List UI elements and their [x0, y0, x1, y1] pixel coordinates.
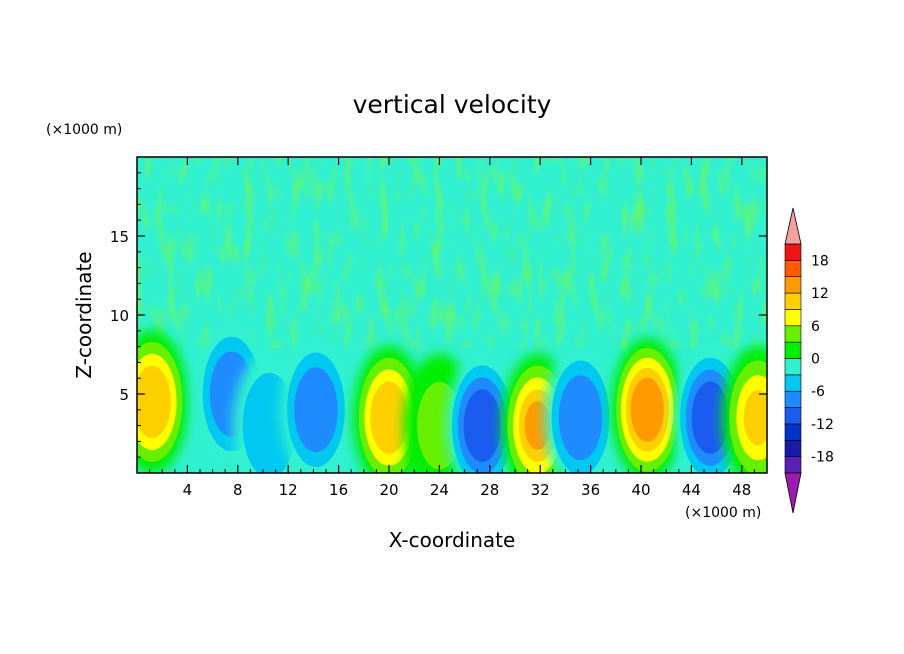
colorbar-band: [784, 423, 802, 441]
cell-contour-band: [139, 377, 166, 427]
velocity-cell: [611, 337, 684, 473]
colorbar-band: [784, 456, 802, 474]
colorbar-max-arrow: [784, 207, 802, 245]
cell-contour-band: [252, 392, 287, 459]
cell-contour-band: [565, 389, 596, 446]
colorbar-band: [784, 341, 802, 359]
y-unit-label: (×1000 m): [46, 122, 122, 138]
y-tick-label: 15: [110, 228, 129, 246]
velocity-cell: [446, 353, 519, 473]
colorbar-min-arrow: [784, 472, 802, 514]
colorbar-tick-label: -18: [811, 450, 834, 466]
chart-title: vertical velocity: [353, 90, 552, 119]
y-axis: 5 10 15: [110, 172, 767, 458]
colorbar-band: [784, 358, 802, 376]
velocity-cell: [279, 337, 352, 473]
velocity-cell: [137, 329, 189, 473]
colorbar-band: [784, 292, 802, 310]
x-tick-label: 16: [329, 481, 348, 499]
colorbar-band: [784, 407, 802, 425]
colorbar-tick-label: 18: [811, 253, 829, 269]
cell-contour-band: [469, 401, 496, 450]
colorbar-band: [784, 390, 802, 408]
cell-contour-band: [635, 387, 660, 432]
colorbar-band: [784, 439, 802, 457]
colorbar: 18 12 6 0 -6 -12 -18: [784, 207, 834, 514]
cell-contour-band: [524, 401, 551, 450]
upper-turbulence: [137, 157, 767, 331]
velocity-cell: [722, 345, 767, 473]
x-tick-label: 28: [480, 481, 499, 499]
cell-contour-band: [301, 382, 331, 438]
x-tick-label: 20: [379, 481, 398, 499]
x-axis-label: X-coordinate: [389, 528, 516, 552]
y-tick-label: 5: [119, 386, 129, 404]
x-tick-label: 40: [631, 481, 650, 499]
colorbar-band: [784, 325, 802, 343]
cell-contour-band: [697, 393, 724, 443]
x-tick-label: 36: [581, 481, 600, 499]
x-tick-label: 8: [233, 481, 243, 499]
colorbar-tick-label: -6: [811, 384, 825, 400]
x-tick-label: 32: [531, 481, 550, 499]
y-axis-label: Z-coordinate: [72, 251, 96, 378]
x-unit-label: (×1000 m): [685, 505, 761, 521]
x-tick-label: 48: [732, 481, 751, 499]
colorbar-tick-label: 6: [811, 319, 820, 335]
x-axis: 4 8 12 16 20 24 28 32 36 40 44 48: [149, 157, 755, 499]
cell-contour-band: [376, 393, 402, 443]
colorbar-tick-label: 12: [811, 286, 829, 302]
x-tick-label: 4: [183, 481, 193, 499]
colorbar-band: [784, 309, 802, 327]
colorbar-band: [784, 243, 802, 261]
velocity-cell: [544, 345, 617, 473]
y-tick-label: 10: [110, 307, 129, 325]
colorbar-tick-label: 0: [811, 352, 820, 368]
cell-contour-band: [743, 389, 767, 446]
colorbar-tick-label: -12: [811, 417, 834, 433]
velocity-field: [137, 157, 767, 473]
colorbar-band: [784, 276, 802, 294]
x-tick-label: 44: [682, 481, 701, 499]
x-tick-label: 24: [430, 481, 449, 499]
plot-area: [137, 157, 767, 473]
colorbar-band: [784, 374, 802, 392]
colorbar-band: [784, 260, 802, 278]
x-tick-label: 12: [279, 481, 298, 499]
